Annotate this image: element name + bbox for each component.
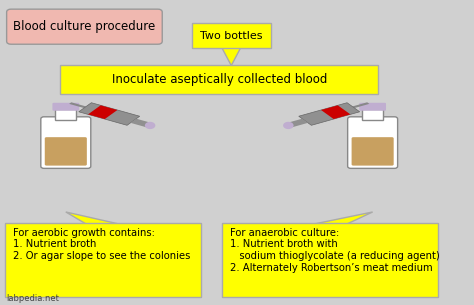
Circle shape xyxy=(283,122,293,129)
Text: Blood culture procedure: Blood culture procedure xyxy=(13,20,155,33)
Polygon shape xyxy=(88,105,118,119)
FancyBboxPatch shape xyxy=(53,103,79,111)
Text: labpedia.net: labpedia.net xyxy=(7,294,60,303)
Text: For aerobic growth contains:
1. Nutrient broth
2. Or agar slope to see the colon: For aerobic growth contains: 1. Nutrient… xyxy=(13,228,191,261)
Polygon shape xyxy=(222,47,241,66)
FancyBboxPatch shape xyxy=(359,103,386,111)
Polygon shape xyxy=(69,102,86,108)
Polygon shape xyxy=(299,103,360,125)
FancyBboxPatch shape xyxy=(222,223,438,297)
FancyBboxPatch shape xyxy=(5,223,201,297)
FancyBboxPatch shape xyxy=(347,117,398,168)
FancyBboxPatch shape xyxy=(60,65,378,94)
FancyBboxPatch shape xyxy=(191,23,271,48)
Polygon shape xyxy=(285,119,308,127)
Text: Inoculate aseptically collected blood: Inoculate aseptically collected blood xyxy=(111,73,327,86)
Polygon shape xyxy=(321,105,350,119)
Text: For anaerobic culture:
1. Nutrient broth with
   sodium thioglycolate (a reducin: For anaerobic culture: 1. Nutrient broth… xyxy=(230,228,440,273)
FancyBboxPatch shape xyxy=(55,109,76,120)
FancyBboxPatch shape xyxy=(362,109,383,120)
Polygon shape xyxy=(352,102,369,108)
FancyBboxPatch shape xyxy=(352,137,394,166)
FancyBboxPatch shape xyxy=(7,9,162,44)
FancyBboxPatch shape xyxy=(45,137,87,166)
FancyBboxPatch shape xyxy=(41,117,91,168)
Text: Two bottles: Two bottles xyxy=(200,31,263,41)
Polygon shape xyxy=(130,119,153,127)
Circle shape xyxy=(145,122,155,129)
Polygon shape xyxy=(66,212,120,224)
Polygon shape xyxy=(313,212,373,224)
Polygon shape xyxy=(79,103,140,125)
